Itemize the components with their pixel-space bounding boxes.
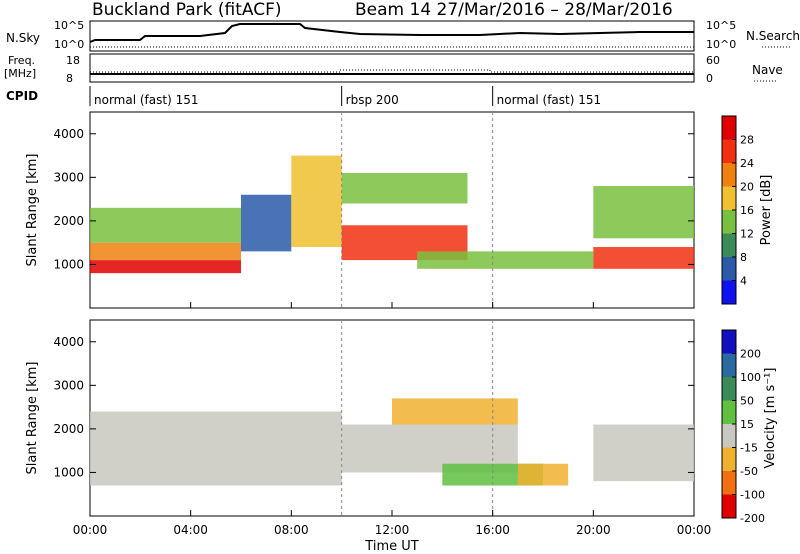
velocity-region [90, 411, 342, 486]
freq-label-1: Freq. [8, 54, 35, 67]
power-region [90, 260, 241, 274]
nave-tick-bottom: 0 [706, 72, 713, 85]
power-ytick-label: 1000 [53, 257, 84, 271]
cpid-segment-label: normal (fast) 151 [497, 93, 601, 107]
velocity-colorbar: 200 100 50 15 -15 -50 -100 -200 [721, 329, 765, 525]
velocity-ytick-label: 2000 [53, 422, 84, 436]
velocity-region [593, 424, 694, 482]
cpid-label: CPID [6, 89, 38, 103]
velocity-colorbar-tick-label: -15 [740, 442, 758, 455]
nsky-tick-bottom: 10^0 [54, 38, 84, 51]
power-region [593, 186, 694, 239]
velocity-colorbar-swatch [722, 424, 736, 448]
power-ytick-label: 2000 [53, 214, 84, 228]
power-colorbar-label: Power [dB] [759, 175, 774, 246]
time-tick-label: 04:00 [173, 523, 208, 537]
freq-tick-top: 18 [66, 54, 80, 67]
time-axis: 00:00 04:00 08:00 12:00 16:00 20:00 00:00 [73, 523, 712, 537]
power-colorbar-tick-label: 8 [740, 251, 747, 264]
power-colorbar-tick-label: 28 [740, 134, 754, 147]
velocity-colorbar-swatch [722, 471, 736, 495]
power-colorbar-swatch [722, 280, 736, 304]
freq-label-2: [MHz] [4, 67, 36, 80]
velocity-colorbar-swatch [722, 494, 736, 518]
power-colorbar-swatch [722, 210, 736, 234]
cpid-segment-label: normal (fast) 151 [94, 93, 198, 107]
power-colorbar-swatch [722, 186, 736, 210]
cpid-row: normal (fast) 151 rbsp 200 normal (fast) 1… [89, 86, 601, 107]
nave-tick-top: 60 [706, 54, 720, 67]
time-tick-label: 08:00 [274, 523, 309, 537]
nsky-strip [89, 20, 695, 52]
cpid-segment-label: rbsp 200 [346, 93, 399, 107]
time-tick-label: 16:00 [475, 523, 510, 537]
velocity-ytick-label: 4000 [53, 335, 84, 349]
beam-date-title: Beam 14 27/Mar/2016 – 28/Mar/2016 [355, 0, 673, 20]
velocity-colorbar-tick-label: -100 [740, 489, 765, 502]
velocity-region [392, 398, 518, 425]
power-colorbar-swatch [722, 139, 736, 163]
velocity-ylabel: Slant Range [km] [25, 362, 40, 475]
power-colorbar-swatch [722, 163, 736, 187]
power-region [90, 207, 241, 243]
nsearch-label: N.Search [746, 29, 800, 43]
power-region [241, 194, 292, 252]
station-title: Buckland Park (fitACF) [92, 0, 282, 20]
power-region [417, 251, 594, 269]
freq-tick-bottom: 8 [66, 72, 73, 85]
velocity-ytick-label: 1000 [53, 465, 84, 479]
time-tick-label: 00:00 [677, 523, 712, 537]
power-region [291, 155, 342, 248]
power-colorbar-tick-label: 24 [740, 157, 754, 170]
power-ylabel: Slant Range [km] [25, 154, 40, 267]
power-region [593, 247, 694, 269]
velocity-colorbar-tick-label: 15 [740, 418, 754, 431]
velocity-colorbar-tick-label: 100 [740, 371, 761, 384]
power-colorbar-swatch [722, 116, 736, 140]
power-region [341, 172, 468, 204]
power-colorbar-swatch [722, 257, 736, 281]
power-colorbar-swatch [722, 233, 736, 257]
velocity-colorbar-tick-label: 50 [740, 395, 754, 408]
nsky-label: N.Sky [6, 31, 40, 45]
time-tick-label: 00:00 [73, 523, 108, 537]
nsearch-tick-top: 10^5 [706, 19, 736, 32]
velocity-colorbar-swatch [722, 400, 736, 424]
power-colorbar-tick-label: 20 [740, 181, 754, 194]
velocity-colorbar-label: Velocity [m s⁻¹] [763, 368, 778, 469]
power-region [90, 242, 241, 261]
power-ytick-label: 4000 [53, 127, 84, 141]
time-tick-label: 20:00 [576, 523, 611, 537]
velocity-colorbar-swatch [722, 447, 736, 471]
velocity-colorbar-tick-label: 200 [740, 348, 761, 361]
nave-label: Nave [752, 63, 783, 77]
velocity-ytick-label: 3000 [53, 378, 84, 392]
velocity-colorbar-tick-label: -50 [740, 465, 758, 478]
velocity-region [517, 463, 569, 486]
power-colorbar-tick-label: 12 [740, 228, 754, 241]
velocity-colorbar-swatch [722, 353, 736, 377]
power-colorbar-tick-label: 16 [740, 204, 754, 217]
time-axis-title: Time UT [364, 539, 418, 554]
nsky-tick-top: 10^5 [54, 19, 84, 32]
power-ytick-label: 3000 [53, 170, 84, 184]
velocity-panel: 1000 2000 3000 4000 [53, 319, 695, 517]
power-colorbar-tick-label: 4 [740, 275, 747, 288]
velocity-colorbar-tick-label: -200 [740, 512, 765, 525]
freq-strip [89, 53, 695, 83]
nsearch-tick-bottom: 10^0 [706, 38, 736, 51]
velocity-colorbar-swatch [722, 377, 736, 401]
velocity-colorbar-swatch [722, 330, 736, 354]
time-tick-label: 12:00 [375, 523, 410, 537]
power-panel: 1000 2000 3000 4000 [53, 111, 695, 309]
power-colorbar: 4 8 12 16 20 24 28 [721, 115, 754, 305]
